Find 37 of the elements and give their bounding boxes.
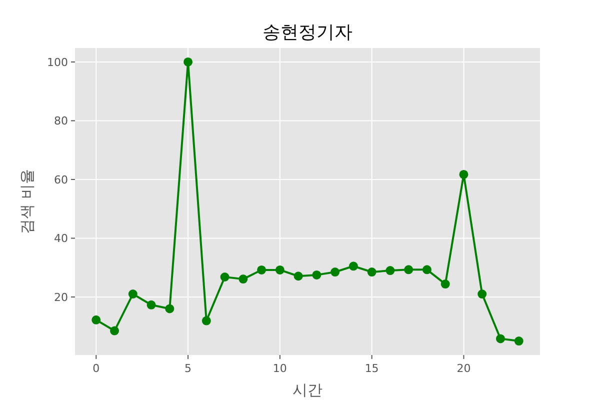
point xyxy=(348,262,358,271)
x-axis-title: 시간 xyxy=(292,381,322,399)
x-tick-label: 5 xyxy=(184,362,192,375)
x-tick-label: 10 xyxy=(272,362,287,375)
point xyxy=(478,290,487,299)
y-tick-label: 40 xyxy=(54,232,68,246)
point xyxy=(386,266,395,276)
y-tick-label: 100 xyxy=(47,56,68,69)
point xyxy=(459,170,468,179)
point xyxy=(92,315,101,324)
point xyxy=(275,265,284,274)
point xyxy=(184,57,193,66)
point xyxy=(294,272,303,281)
point xyxy=(422,265,432,274)
y-tick-label: 20 xyxy=(54,290,68,304)
point xyxy=(367,268,376,277)
point xyxy=(404,265,414,274)
point xyxy=(128,290,138,299)
y-tick-label: 60 xyxy=(54,173,68,186)
point xyxy=(146,300,156,310)
x-tick-label: 15 xyxy=(364,362,379,375)
x-tick-label: 20 xyxy=(456,362,471,375)
point xyxy=(496,334,505,344)
x-tick-label: 0 xyxy=(92,362,100,375)
point xyxy=(257,265,266,274)
point xyxy=(165,304,174,314)
point xyxy=(110,326,120,336)
chart-title: 송현정기자 xyxy=(262,22,352,43)
point xyxy=(220,272,230,282)
point xyxy=(238,274,248,284)
y-axis-title: 검색 비율 xyxy=(18,169,36,234)
point xyxy=(440,280,450,289)
point xyxy=(312,270,322,280)
point xyxy=(514,336,524,346)
y-tick-label: 80 xyxy=(54,114,68,128)
point xyxy=(202,316,211,326)
point xyxy=(330,268,340,277)
